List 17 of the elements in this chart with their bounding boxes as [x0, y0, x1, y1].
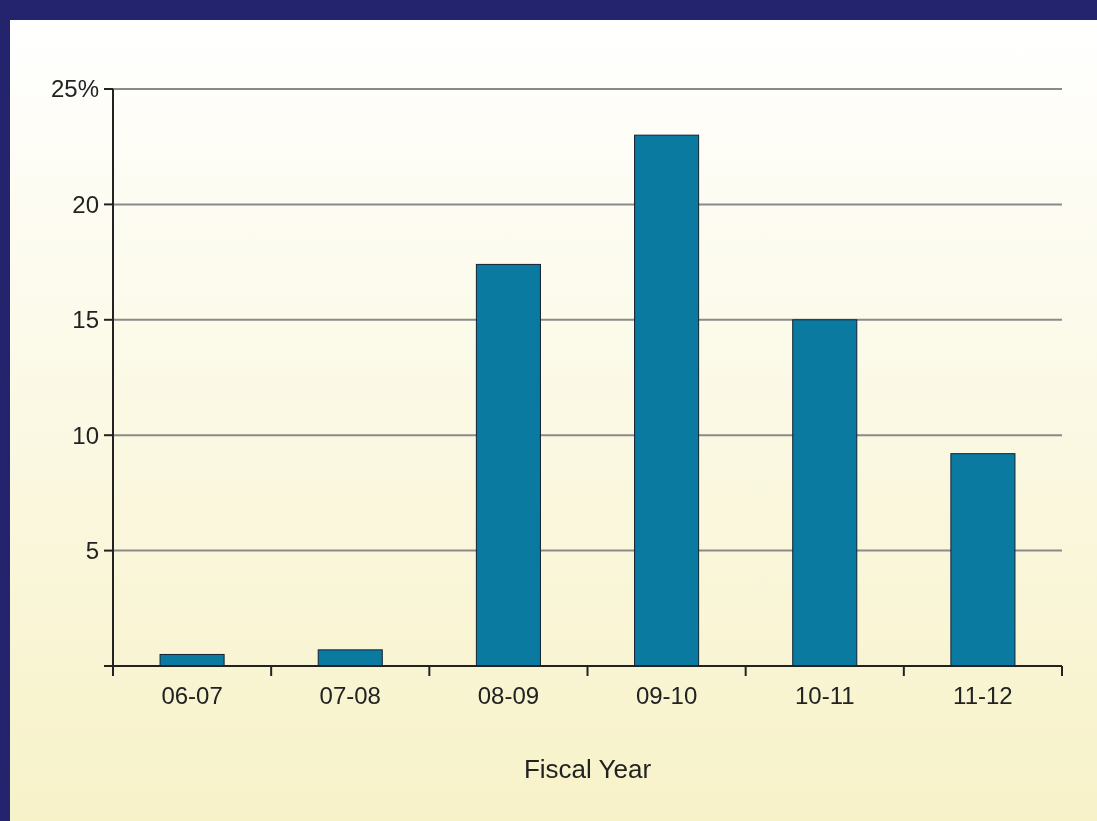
- x-tick-label: 06-07: [161, 682, 223, 709]
- bar: [475, 263, 541, 667]
- x-axis-title: Fiscal Year: [523, 754, 652, 784]
- bar: [950, 453, 1016, 667]
- y-tick-label: 5: [85, 537, 99, 564]
- bar: [792, 319, 858, 667]
- y-tick-label: 20: [72, 190, 99, 218]
- y-tick-label: 15: [72, 306, 99, 334]
- x-tick-label: 10-11: [794, 682, 855, 709]
- x-tick-label: 11-12: [953, 682, 1013, 709]
- bar: [317, 649, 383, 667]
- x-tick-label: 07-08: [319, 682, 381, 709]
- y-tick-label: 25%: [50, 75, 99, 103]
- x-tick-label: 08-09: [477, 682, 540, 709]
- y-tick-label: 10: [72, 421, 99, 449]
- x-tick-label: 09-10: [635, 682, 698, 709]
- bar: [634, 134, 700, 667]
